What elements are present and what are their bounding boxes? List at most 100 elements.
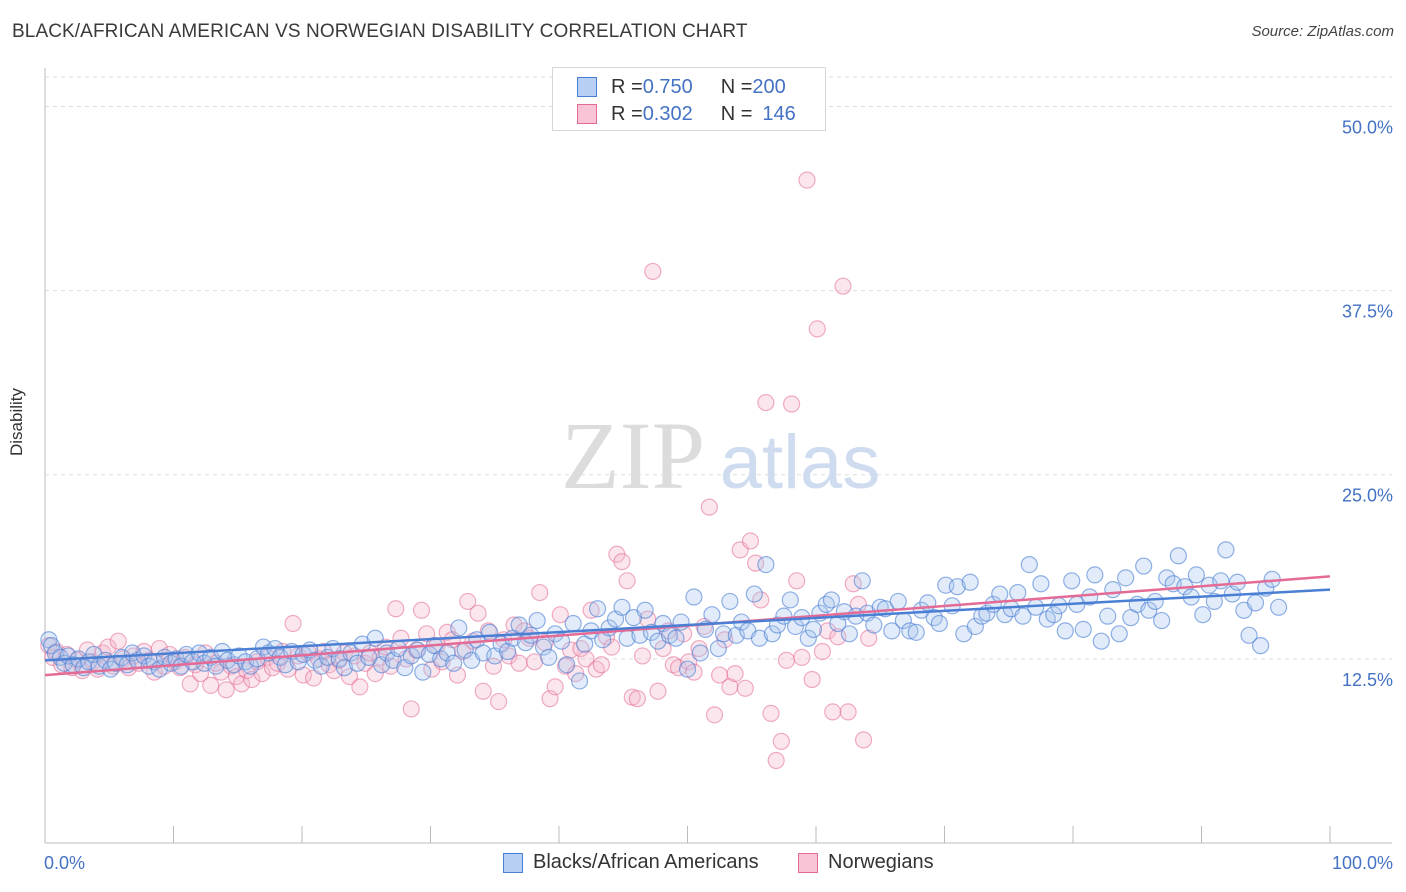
norwegians-point [469, 604, 487, 622]
norwegians-point [233, 675, 251, 693]
norwegians-point [741, 532, 760, 550]
blacks-point [510, 616, 528, 634]
blacks-point [534, 638, 553, 656]
norwegians-point [392, 629, 410, 647]
blacks-point [306, 651, 324, 669]
y-tick-label: 50.0% [1342, 117, 1393, 137]
blacks-point [685, 588, 703, 606]
pink-r-label: R = [611, 102, 643, 125]
blacks-point [1099, 607, 1117, 625]
correlation-legend: R = 0.750 N = 200 R = 0.302 N = 146 [552, 67, 826, 131]
norwegians-point [633, 647, 652, 665]
norwegians-point [772, 732, 790, 750]
watermark-zip: ZIP [561, 402, 705, 509]
norwegians-point [459, 592, 477, 611]
blacks-point [540, 648, 558, 666]
norwegians-point [525, 653, 544, 671]
blacks-point [840, 625, 859, 643]
y-tick-label: 37.5% [1342, 302, 1393, 322]
norwegians-point [592, 656, 611, 674]
blue-r-value: 0.750 [642, 75, 693, 98]
norwegians-point [546, 678, 564, 696]
norwegians-point [860, 629, 878, 647]
blacks-point [763, 625, 781, 643]
pink-swatch [577, 104, 597, 124]
blacks-point [804, 620, 823, 639]
norwegians-point [99, 638, 117, 656]
blacks-point [528, 611, 546, 630]
series-legend-blue: Blacks/African Americans [503, 851, 759, 874]
blacks-point [1086, 566, 1104, 584]
norwegians-point [243, 670, 261, 689]
blacks-points [40, 541, 1288, 690]
watermark-atlas: atlas [720, 420, 881, 505]
blacks-point [1269, 598, 1288, 616]
norwegians-point [762, 704, 780, 722]
norwegians-point [618, 572, 636, 590]
norwegians-point [854, 731, 873, 749]
norwegians-point [700, 498, 718, 516]
norwegians-point [150, 639, 168, 658]
norwegians-point [340, 667, 359, 686]
x-tick-label: 100.0% [1332, 853, 1393, 873]
blacks-point [613, 598, 631, 616]
blacks-point [1169, 547, 1187, 565]
norwegians-point [577, 650, 595, 668]
blacks-point [1081, 588, 1099, 606]
norwegians-point [284, 614, 302, 633]
blacks-point [822, 591, 841, 609]
norwegians-point [777, 651, 796, 669]
norwegians-point [551, 606, 569, 624]
blacks-point [757, 555, 775, 574]
norwegians-point [217, 681, 235, 699]
blacks-point [1135, 557, 1153, 575]
blacks-trend-line [44, 588, 1331, 662]
blue-n-value: 200 [752, 75, 786, 98]
norwegians-point [202, 676, 220, 694]
norwegians-point [808, 320, 826, 338]
blacks-point [781, 591, 799, 609]
source-credit: Source: ZipAtlas.com [1251, 23, 1394, 40]
blacks-point [499, 642, 517, 661]
norwegians-point [505, 616, 523, 634]
norwegians-point [366, 664, 384, 683]
blacks-point [1056, 622, 1074, 640]
blacks-point [889, 592, 907, 611]
norwegians-point [798, 171, 816, 189]
y-tick-label: 25.0% [1342, 486, 1393, 506]
blacks-point [1194, 606, 1212, 624]
blacks-point [366, 629, 384, 647]
blue-n-label: N = [720, 75, 753, 98]
blacks-point [432, 650, 450, 668]
norwegians-point [490, 692, 508, 711]
blacks-point [948, 578, 966, 596]
blacks-point [414, 663, 432, 681]
norwegians-point [752, 591, 770, 609]
blacks-point [865, 616, 883, 634]
blacks-point [991, 585, 1009, 603]
axes [44, 68, 1392, 844]
blacks-point [691, 644, 709, 662]
blacks-point [1252, 637, 1270, 655]
blacks-point [966, 617, 984, 636]
norwegians-point [402, 700, 420, 718]
norwegians-point [767, 751, 785, 770]
blacks-point [1153, 611, 1171, 630]
norwegians-point [803, 670, 821, 689]
blacks-point [522, 626, 540, 644]
pink-n-value: 146 [762, 102, 796, 125]
blacks-point [1117, 569, 1135, 587]
blacks-point [930, 614, 948, 633]
norwegians-point [788, 572, 806, 590]
series-name-pink: Norwegians [828, 851, 934, 873]
y-axis-label: Disability [7, 387, 26, 456]
blacks-point [1063, 572, 1081, 590]
blacks-point [907, 623, 925, 641]
blacks-point [636, 601, 654, 619]
x-tick-label: 0.0% [44, 853, 85, 873]
blacks-point [1014, 607, 1032, 625]
blacks-point [552, 632, 571, 650]
norwegians-point [109, 632, 127, 650]
blacks-point [1092, 632, 1110, 650]
norwegians-point [793, 648, 811, 666]
